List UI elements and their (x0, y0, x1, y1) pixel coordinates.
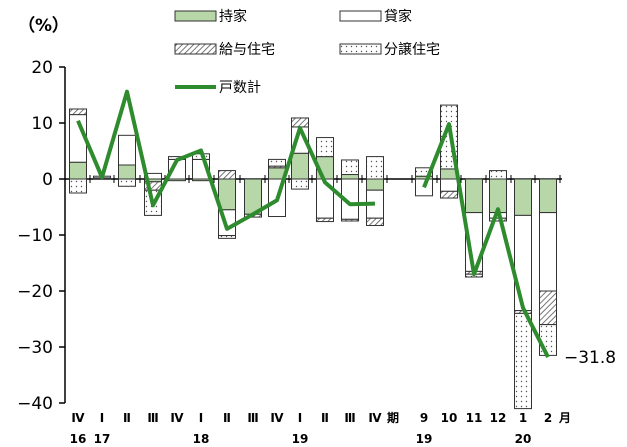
y-unit-label: （%） (18, 15, 69, 36)
x-tick-label: 10 (441, 411, 458, 425)
bar-rent (118, 134, 136, 166)
legend-label-issued: 給与住宅 (219, 42, 275, 58)
x-year-label: 19 (292, 432, 309, 446)
legend-label-sale: 分譲住宅 (384, 42, 440, 58)
legend-label-total: 戸数計 (219, 80, 261, 96)
x-period-suffix: 期 (387, 410, 399, 425)
legend-swatch-rent (339, 10, 382, 22)
x-tick-label: Ⅱ (123, 411, 131, 425)
legend-item-owner: 持家 (174, 8, 247, 25)
bar-sale (489, 170, 507, 180)
bar-rent (539, 212, 557, 292)
legend: 持家 貸家 給与住宅 分譲住宅 戸数計 (174, 8, 440, 96)
x-year-label: 18 (193, 432, 210, 446)
bar-sale (316, 137, 334, 158)
y-tick-label: −30 (17, 338, 53, 358)
x-tick-label: 11 (466, 411, 483, 425)
legend-swatch-issued (174, 43, 217, 55)
bar-sale (291, 178, 309, 190)
y-tick-label: −10 (17, 226, 53, 246)
bars (69, 104, 557, 410)
x-tick-label: Ⅰ (199, 411, 203, 425)
y-tick-label: −20 (17, 282, 53, 302)
x-tick-label: Ⅲ (344, 411, 355, 425)
bar-owner (366, 178, 384, 191)
bar-sale (341, 159, 359, 176)
legend-label-rent: 貸家 (384, 8, 412, 25)
bar-owner (539, 178, 557, 214)
bar-owner (465, 178, 483, 214)
legend-item-rent: 貸家 (339, 8, 412, 25)
legend-label-owner: 持家 (219, 8, 247, 25)
x-axis-labels: Ⅳ16Ⅰ17Ⅱ Ⅲ Ⅳ Ⅰ18Ⅱ Ⅲ Ⅳ Ⅰ19Ⅱ Ⅲ Ⅳ 91910 11 12 1202期月 (70, 410, 571, 446)
y-tick-label: −40 (17, 394, 53, 414)
y-tick-label: 20 (31, 58, 53, 78)
x-tick-label: Ⅲ (247, 411, 258, 425)
legend-item-sale: 分譲住宅 (339, 42, 440, 58)
bar-issued (539, 290, 557, 326)
bar-issued (489, 217, 507, 222)
bar-sale (69, 178, 87, 194)
bar-issued (366, 217, 384, 226)
x-year-label: 19 (416, 432, 433, 446)
total-line (422, 122, 550, 358)
x-tick-label: 12 (490, 411, 507, 425)
bar-sale (539, 324, 557, 356)
bar-issued (341, 218, 359, 222)
bar-owner (69, 161, 87, 180)
bar-owner (341, 174, 359, 180)
bar-issued (69, 108, 87, 116)
total-line-layer (76, 89, 550, 358)
bar-issued (316, 217, 334, 223)
total-line (76, 89, 376, 231)
x-tick-label: 2 (544, 411, 552, 425)
bar-owner (514, 178, 532, 216)
y-tick-label: 10 (31, 114, 53, 134)
bar-sale (514, 312, 532, 410)
bar-issued (440, 190, 458, 199)
x-tick-label: Ⅳ (71, 411, 85, 425)
x-tick-label: Ⅳ (270, 411, 284, 425)
legend-item-issued: 給与住宅 (174, 42, 275, 58)
x-year-label: 20 (515, 432, 532, 446)
annotation-last-value: −31.8 (564, 348, 616, 368)
x-tick-label: Ⅰ (298, 411, 302, 425)
x-tick-label: Ⅳ (170, 411, 184, 425)
x-tick-label: Ⅱ (321, 411, 329, 425)
x-year-label: 16 (70, 432, 87, 446)
legend-swatch-owner (174, 10, 217, 22)
x-tick-label: Ⅲ (147, 411, 158, 425)
bar-sale (415, 167, 433, 177)
x-month-suffix: 月 (558, 411, 571, 425)
x-tick-label: Ⅰ (100, 411, 104, 425)
y-tick-label: 0 (42, 170, 53, 190)
x-tick-label: Ⅱ (223, 411, 231, 425)
bar-issued (218, 170, 236, 180)
bar-sale (118, 178, 136, 187)
bar-sale (268, 158, 286, 167)
bar-issued (291, 117, 309, 128)
x-year-label: 17 (94, 432, 111, 446)
bar-sale (366, 156, 384, 180)
x-tick-label: 9 (420, 411, 428, 425)
bar-rent (440, 178, 458, 192)
legend-item-total: 戸数計 (175, 80, 261, 96)
bar-rent (514, 214, 532, 312)
legend-swatch-sale (339, 43, 382, 55)
x-tick-label: Ⅳ (368, 411, 382, 425)
bar-owner (118, 164, 136, 180)
bar-owner (291, 152, 309, 180)
x-tick-label: 1 (519, 411, 527, 425)
bar-sale (218, 235, 236, 239)
